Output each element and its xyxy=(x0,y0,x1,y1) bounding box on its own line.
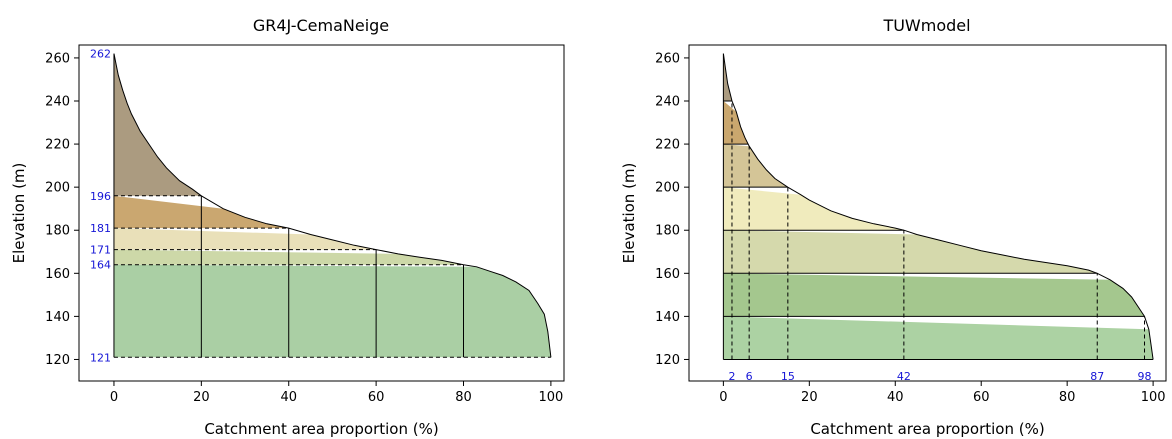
x-axis-label: Catchment area proportion (%) xyxy=(810,420,1044,438)
elevation-band-6 xyxy=(723,316,1154,360)
chart-gr4j-cemaneige: 0 20 40 60 80 100 120 140 160 180 200 220 240 260 GR4J… xyxy=(10,16,565,438)
y-tick-label-6: 240 xyxy=(45,95,70,110)
band-boundary-label-3: 171 xyxy=(90,244,111,257)
elevation-band-3 xyxy=(723,187,904,231)
x-tick-label-5: 100 xyxy=(538,390,563,405)
y-tick-label-5: 220 xyxy=(45,138,70,153)
elevation-band-0 xyxy=(723,53,732,101)
plot-frame xyxy=(688,44,1167,382)
x-tick-label-5: 100 xyxy=(1141,390,1166,405)
elevation-band-0 xyxy=(114,53,202,196)
elevation-band-5 xyxy=(723,273,1145,317)
band-crossing-label-0: 2 xyxy=(728,370,735,383)
y-axis-label: Elevation (m) xyxy=(10,163,28,264)
plot-frame xyxy=(78,44,565,382)
band-crossing-label-2: 15 xyxy=(781,370,795,383)
elevation-band-4 xyxy=(114,264,551,358)
elevation-band-2 xyxy=(723,144,788,188)
elevation-band-1 xyxy=(723,101,749,145)
y-tick-label-7: 260 xyxy=(655,51,680,66)
y-tick-label-5: 220 xyxy=(655,138,680,153)
band-crossing-label-3: 42 xyxy=(897,370,911,383)
elevation-band-2 xyxy=(114,228,377,250)
band-crossing-label-5: 98 xyxy=(1138,370,1152,383)
y-axis-label: Elevation (m) xyxy=(620,163,638,264)
y-tick-label-2: 160 xyxy=(45,267,70,282)
y-tick-label-0: 120 xyxy=(655,353,680,368)
x-tick-label-3: 60 xyxy=(973,390,990,405)
x-axis-label: Catchment area proportion (%) xyxy=(204,420,438,438)
x-tick-label-2: 40 xyxy=(887,390,904,405)
chart-title: GR4J-CemaNeige xyxy=(253,16,389,35)
x-tick-label-0: 0 xyxy=(110,390,118,405)
x-tick-label-0: 0 xyxy=(719,390,727,405)
y-tick-label-4: 200 xyxy=(655,181,680,196)
y-tick-label-2: 160 xyxy=(655,267,680,282)
hypsometric-curve xyxy=(722,53,1154,360)
band-crossing-label-4: 87 xyxy=(1090,370,1104,383)
y-tick-label-6: 240 xyxy=(655,95,680,110)
y-tick-label-3: 180 xyxy=(655,224,680,239)
chart-title: TUWmodel xyxy=(882,16,970,35)
x-tick-label-3: 60 xyxy=(368,390,385,405)
x-tick-label-4: 80 xyxy=(455,390,472,405)
y-tick-label-1: 140 xyxy=(45,310,70,325)
x-tick-label-2: 40 xyxy=(280,390,297,405)
y-tick-label-1: 140 xyxy=(655,310,680,325)
y-tick-label-4: 200 xyxy=(45,181,70,196)
band-boundary-label-0: 262 xyxy=(90,48,111,61)
band-crossing-label-1: 6 xyxy=(746,370,753,383)
band-boundary-label-2: 181 xyxy=(90,222,111,235)
hypsometric-curve xyxy=(113,53,552,358)
band-boundary-label-4: 164 xyxy=(90,259,111,272)
band-boundary-label-5: 121 xyxy=(90,351,111,364)
y-tick-label-7: 260 xyxy=(45,51,70,66)
elevation-band-4 xyxy=(723,230,1098,274)
x-tick-label-1: 20 xyxy=(801,390,818,405)
y-tick-label-0: 120 xyxy=(45,353,70,368)
band-boundary-label-1: 196 xyxy=(90,190,111,203)
y-tick-label-3: 180 xyxy=(45,224,70,239)
x-tick-label-4: 80 xyxy=(1059,390,1076,405)
chart-tuwmodel: 0 20 40 60 80 100 120 140 160 180 200 220 240 260 TUWm… xyxy=(620,16,1167,438)
x-tick-label-1: 20 xyxy=(193,390,210,405)
